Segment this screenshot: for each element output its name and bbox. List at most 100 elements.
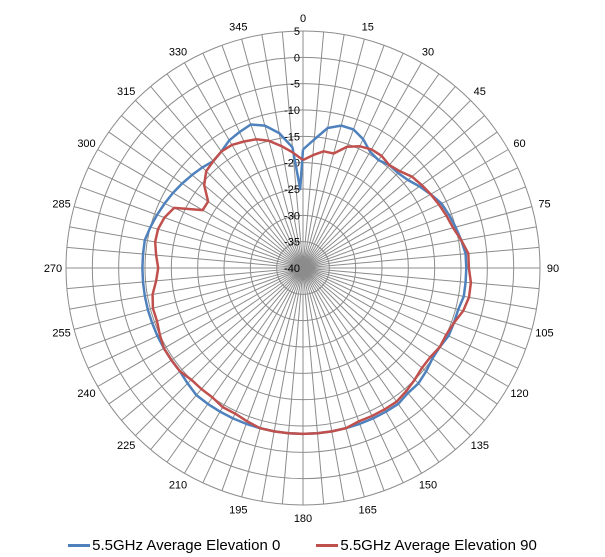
grid-spoke [302, 267, 440, 463]
grid-spoke [302, 100, 471, 269]
grid-spoke [69, 226, 304, 269]
radial-tick-label: -30 [284, 210, 300, 222]
grid-spoke [302, 267, 345, 502]
radial-tick-label: 5 [294, 26, 300, 38]
grid-spoke [302, 31, 325, 269]
legend: 5.5GHz Average Elevation 0 5.5GHz Averag… [0, 535, 605, 555]
legend-item-elevation-0: 5.5GHz Average Elevation 0 [68, 537, 280, 554]
grid-spoke [302, 226, 537, 269]
grid-spoke [121, 115, 304, 269]
polar-chart: 50-5-10-15-20-25-30-35-40 01530456075901… [44, 13, 559, 525]
grid-spoke [221, 267, 304, 491]
angle-tick-label: 120 [510, 388, 528, 400]
grid-spoke [302, 167, 519, 269]
legend-label-elevation-90: 5.5GHz Average Elevation 90 [340, 536, 537, 554]
grid-spoke [302, 267, 533, 330]
angle-tick-label: 45 [474, 86, 486, 98]
grid-spoke [302, 86, 456, 269]
angle-tick-label: 210 [169, 480, 187, 492]
angle-tick-label: 90 [547, 263, 559, 275]
angle-tick-label: 150 [419, 480, 437, 492]
legend-item-elevation-90: 5.5GHz Average Elevation 90 [316, 537, 537, 554]
grid-spoke [135, 267, 304, 436]
grid-spoke [302, 267, 485, 421]
radial-tick-label: -5 [290, 79, 300, 91]
grid-spoke [302, 267, 519, 369]
radial-tick-label: -20 [284, 158, 300, 170]
grid-spoke [302, 267, 422, 474]
grid-spoke [302, 45, 385, 269]
angle-tick-label: 285 [52, 198, 70, 210]
grid-spoke [73, 206, 304, 269]
radial-tick-label: -15 [284, 131, 300, 143]
grid-spoke [302, 267, 385, 491]
grid-spoke [69, 267, 304, 310]
angle-tick-label: 0 [300, 13, 306, 25]
angle-tick-labels: 0 15 30 45 60 75 90 105 120 135 150 165 180 195 210 225… [44, 13, 559, 525]
grid-spoke [302, 267, 526, 350]
grid-spoke [150, 86, 304, 269]
grid-spoke [66, 267, 304, 290]
grid-spoke [166, 73, 304, 269]
grid-spoke [302, 52, 404, 269]
radial-tick-labels: 5 0 -5 -10 -15 -20 -25 -30 -35 -40 [284, 26, 300, 275]
angle-tick-label: 255 [52, 328, 70, 340]
grid-spoke [80, 267, 304, 350]
grid-spoke [281, 267, 304, 505]
grid-spoke [302, 131, 498, 269]
legend-swatch-red [316, 543, 339, 547]
grid-spoke [302, 267, 471, 436]
grid-spoke [108, 267, 304, 405]
grid-spoke [302, 149, 509, 269]
grid-spoke [302, 267, 365, 498]
grid-spoke [202, 52, 304, 269]
angle-tick-label: 75 [538, 198, 550, 210]
grid-spoke [261, 267, 304, 502]
angle-tick-label: 315 [117, 86, 135, 98]
grid-spoke [302, 267, 509, 387]
legend-swatch-blue [68, 543, 91, 547]
grid-spoke [202, 267, 304, 484]
legend-label-elevation-0: 5.5GHz Average Elevation 0 [92, 536, 281, 554]
grid-spoke [97, 267, 304, 387]
radial-tick-label: 0 [294, 52, 300, 64]
angle-tick-label: 105 [535, 328, 553, 340]
grid-spoke [302, 73, 440, 269]
grid-spoke [241, 38, 304, 269]
grid-spoke [87, 167, 304, 269]
angle-tick-label: 345 [229, 22, 247, 34]
angle-tick-label: 165 [359, 504, 377, 516]
grid-spoke [108, 131, 304, 269]
grid-spoke [302, 267, 404, 484]
grid-spoke [302, 267, 498, 405]
grid-spoke [66, 246, 304, 269]
grid-spoke [302, 267, 456, 450]
grid-spoke [302, 267, 537, 310]
angle-tick-label: 30 [422, 46, 434, 58]
grid-spoke [302, 267, 325, 505]
grid-spoke [241, 267, 304, 498]
grid-spoke [184, 267, 304, 474]
series-line-elevation-90 [151, 138, 473, 436]
grid-spoke [135, 100, 304, 269]
grid-spoke [150, 267, 304, 450]
radial-tick-label: -35 [284, 237, 300, 249]
angle-tick-label: 180 [294, 513, 312, 525]
grid-spoke [261, 34, 304, 269]
radial-tick-label: -25 [284, 184, 300, 196]
grid-spoke [121, 267, 304, 421]
grid-spoke [221, 45, 304, 269]
angle-tick-label: 135 [471, 440, 489, 452]
grid-spoke [80, 186, 304, 269]
grid-spoke [73, 267, 304, 330]
radial-tick-label: -40 [284, 263, 300, 275]
grid-spoke [302, 62, 422, 269]
angle-tick-label: 270 [44, 263, 62, 275]
angle-tick-label: 225 [117, 440, 135, 452]
grid-spoke [302, 246, 540, 269]
grid-spoke [184, 62, 304, 269]
series-lines [141, 123, 473, 436]
angle-tick-label: 15 [362, 22, 374, 34]
grid-spoke [302, 267, 540, 290]
angle-tick-label: 60 [513, 138, 525, 150]
